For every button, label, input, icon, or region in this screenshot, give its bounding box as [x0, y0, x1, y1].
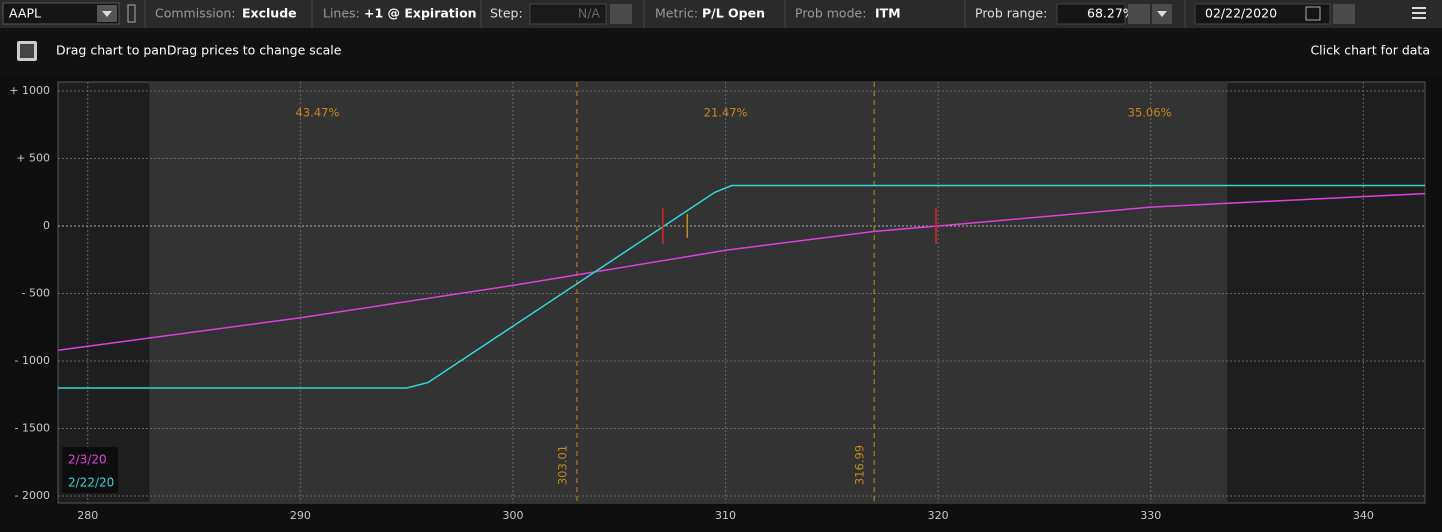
commission[interactable]: Exclude — [242, 6, 297, 21]
symbol-box[interactable] — [2, 2, 120, 25]
metric[interactable]: P/L Open — [702, 6, 765, 21]
metric-label: Metric: — [655, 6, 698, 21]
legend-entry: 2/3/20 — [68, 453, 107, 467]
date-spinner[interactable] — [1333, 4, 1355, 24]
x-tick-label: 320 — [928, 509, 949, 522]
probability-label: 35.06% — [1128, 106, 1172, 120]
x-tick-label: 310 — [715, 509, 736, 522]
y-tick-label: - 1000 — [15, 354, 50, 367]
prob-range: 68.27% — [1087, 6, 1135, 21]
y-tick-label: - 2000 — [15, 489, 50, 502]
dropdown-arrow — [1157, 11, 1167, 17]
probability-label: 21.47% — [704, 106, 748, 120]
probability-range — [149, 82, 1228, 503]
click-hint: Click chart for data — [1310, 43, 1430, 58]
date-input[interactable] — [1194, 3, 1331, 25]
chart-icon-inner — [20, 44, 34, 58]
link-icon[interactable] — [127, 4, 136, 23]
step-label: Step: — [490, 6, 523, 21]
x-tick-label: 340 — [1353, 509, 1374, 522]
legend-entry: 2/22/20 — [68, 476, 114, 490]
chart-header — [0, 28, 1442, 76]
prob-mode-label: Prob mode: — [795, 6, 866, 21]
prob-range-spinner[interactable] — [1128, 4, 1150, 24]
lines[interactable]: +1 @ Expiration — [364, 6, 477, 21]
date: 02/22/2020 — [1205, 6, 1277, 21]
x-tick-label: 300 — [502, 509, 523, 522]
symbol: AAPL — [9, 6, 41, 21]
step-input[interactable] — [529, 3, 607, 25]
price-line-label: 316.99 — [853, 445, 867, 485]
calendar-icon[interactable] — [1305, 6, 1321, 21]
step: N/A — [578, 6, 601, 21]
y-tick-label: + 500 — [16, 152, 50, 165]
y-tick-label: 0 — [43, 219, 50, 232]
series-line — [58, 184, 1425, 389]
legend — [62, 447, 118, 493]
y-tick-label: - 1500 — [15, 421, 50, 434]
x-tick-label: 290 — [290, 509, 311, 522]
x-tick-label: 280 — [77, 509, 98, 522]
commission-label: Commission: — [155, 6, 235, 21]
price-line-label: 303.01 — [555, 445, 569, 485]
hint: Drag chart to panDrag prices to change s… — [56, 43, 342, 58]
probability-label: 43.47% — [296, 106, 340, 120]
series-line — [57, 192, 1426, 351]
lines-label: Lines: — [323, 6, 360, 21]
prob-mode[interactable]: ITM — [875, 6, 901, 21]
dropdown-arrow — [102, 11, 112, 17]
y-tick-label: + 1000 — [9, 84, 50, 97]
prob-range-input[interactable] — [1056, 3, 1126, 25]
prob-range-label: Prob range: — [975, 6, 1047, 21]
x-tick-label: 330 — [1140, 509, 1161, 522]
menu-icon[interactable] — [1412, 7, 1426, 19]
step-spinner[interactable] — [610, 4, 632, 24]
y-tick-label: - 500 — [22, 287, 50, 300]
plot[interactable]: + 1000 + 500 0 - 500 - 1000 - 1500 - 2000 280 29… — [9, 81, 1426, 522]
